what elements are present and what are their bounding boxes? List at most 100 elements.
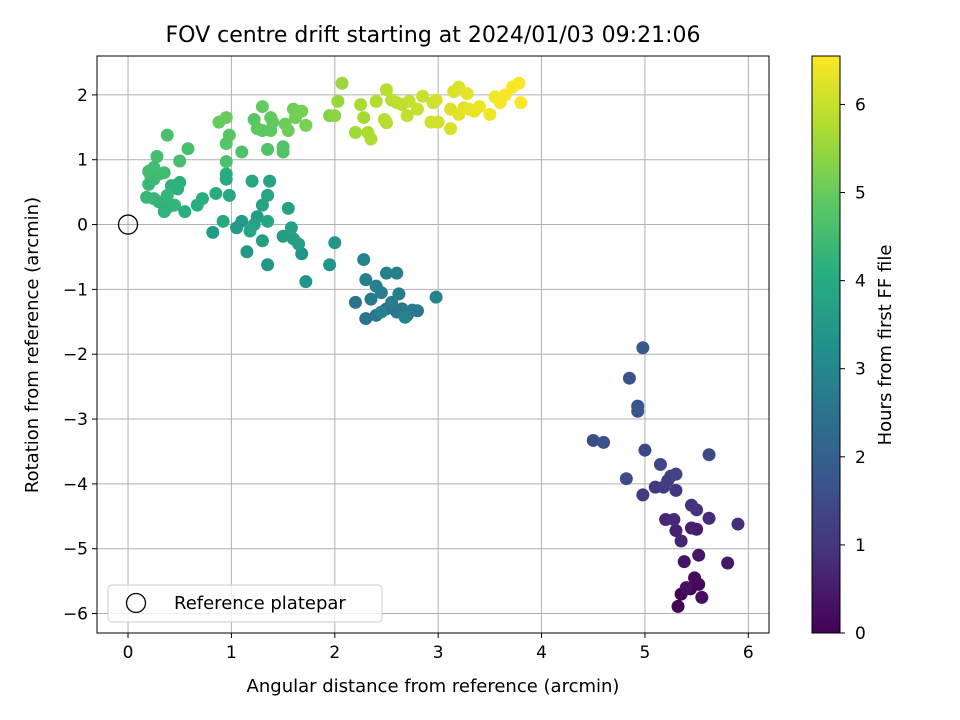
data-point <box>219 111 233 125</box>
colorbar-gradient <box>811 55 841 634</box>
data-point <box>235 214 249 228</box>
data-point <box>692 548 706 562</box>
y-tick-label: 1 <box>77 151 88 171</box>
data-point <box>431 115 445 129</box>
data-point <box>181 142 195 156</box>
data-point <box>206 225 220 239</box>
data-point <box>619 472 633 486</box>
x-axis-label: Angular distance from reference (arcmin) <box>247 676 620 697</box>
data-point <box>264 111 278 125</box>
x-tick-label: 1 <box>226 643 237 663</box>
data-point <box>416 89 430 103</box>
data-point <box>483 107 497 121</box>
data-point <box>281 124 295 138</box>
data-point <box>669 483 683 497</box>
data-point <box>674 534 688 548</box>
legend: Reference platepar <box>107 584 383 623</box>
data-point <box>379 266 393 280</box>
data-point <box>364 132 378 146</box>
data-point <box>669 467 683 481</box>
data-point <box>168 198 182 212</box>
data-point <box>160 188 174 202</box>
x-tick-label: 0 <box>123 643 134 663</box>
data-point <box>173 154 187 168</box>
x-tick-label: 2 <box>329 643 340 663</box>
data-point <box>276 140 290 154</box>
data-point <box>429 290 443 304</box>
data-point <box>398 310 412 324</box>
data-point <box>255 234 269 248</box>
data-point <box>157 166 171 180</box>
data-point <box>631 404 645 418</box>
data-point <box>261 142 275 156</box>
colorbar-label: Hours from first FF file <box>875 245 896 446</box>
data-point <box>276 229 290 243</box>
data-point <box>688 571 702 585</box>
data-point <box>512 76 526 90</box>
data-point <box>369 279 383 293</box>
data-point <box>160 128 174 142</box>
y-tick-label: −4 <box>63 475 88 495</box>
data-point <box>586 433 600 447</box>
data-point <box>410 304 424 318</box>
axis-ticks: 0 1 2 3 4 5 6 −6 −5 −4 −3 −2 −1 0 1 2 <box>63 86 754 663</box>
data-point <box>667 513 681 527</box>
data-point <box>359 312 373 326</box>
data-point <box>348 126 362 140</box>
data-point <box>263 174 277 188</box>
data-point <box>429 93 443 107</box>
data-point <box>281 201 295 215</box>
data-point <box>331 94 345 108</box>
legend-entry-reference: Reference platepar <box>174 593 346 614</box>
data-point <box>653 457 667 471</box>
data-point <box>357 253 371 267</box>
data-point <box>219 167 233 181</box>
chart-title: FOV centre drift starting at 2024/01/03 … <box>166 23 701 48</box>
data-point <box>209 186 223 200</box>
y-tick-label: −5 <box>63 540 88 560</box>
data-point <box>690 503 704 517</box>
data-point <box>219 155 233 169</box>
data-point <box>410 102 424 116</box>
data-point <box>731 517 745 531</box>
data-point <box>261 188 275 202</box>
scatter-points <box>140 76 745 613</box>
data-point <box>261 214 275 228</box>
data-point <box>235 145 249 159</box>
data-point <box>379 116 393 130</box>
data-point <box>379 83 393 97</box>
colorbar-tick-label: 0 <box>855 624 866 644</box>
data-point <box>364 292 378 306</box>
data-point <box>255 100 269 114</box>
reference-marker-layer <box>117 214 139 235</box>
data-point <box>178 205 192 219</box>
data-point <box>255 198 269 212</box>
data-point <box>684 521 698 535</box>
data-point <box>638 443 652 457</box>
data-point <box>140 190 154 204</box>
data-point <box>243 224 257 238</box>
legend-box <box>107 584 383 623</box>
y-tick-label: −6 <box>63 605 88 625</box>
colorbar-tick-label: 4 <box>855 272 866 292</box>
y-tick-label: −3 <box>63 410 88 430</box>
colorbar-ticks: 0 1 2 3 4 5 6 <box>840 95 866 644</box>
data-point <box>721 556 735 570</box>
data-point <box>328 109 342 123</box>
data-point <box>295 104 309 118</box>
plot-frame <box>96 55 770 634</box>
y-axis-label: Rotation from reference (arcmin) <box>22 197 43 493</box>
data-point <box>240 245 254 259</box>
data-point <box>216 214 230 228</box>
plot-background <box>97 56 769 633</box>
colorbar-tick-label: 6 <box>855 95 866 115</box>
data-point <box>359 273 373 287</box>
data-point <box>261 258 275 272</box>
data-point <box>444 122 458 136</box>
data-point <box>164 179 178 193</box>
colorbar-tick-label: 1 <box>855 536 866 556</box>
y-tick-label: 0 <box>77 216 88 236</box>
data-point <box>385 295 399 309</box>
data-point <box>636 488 650 502</box>
